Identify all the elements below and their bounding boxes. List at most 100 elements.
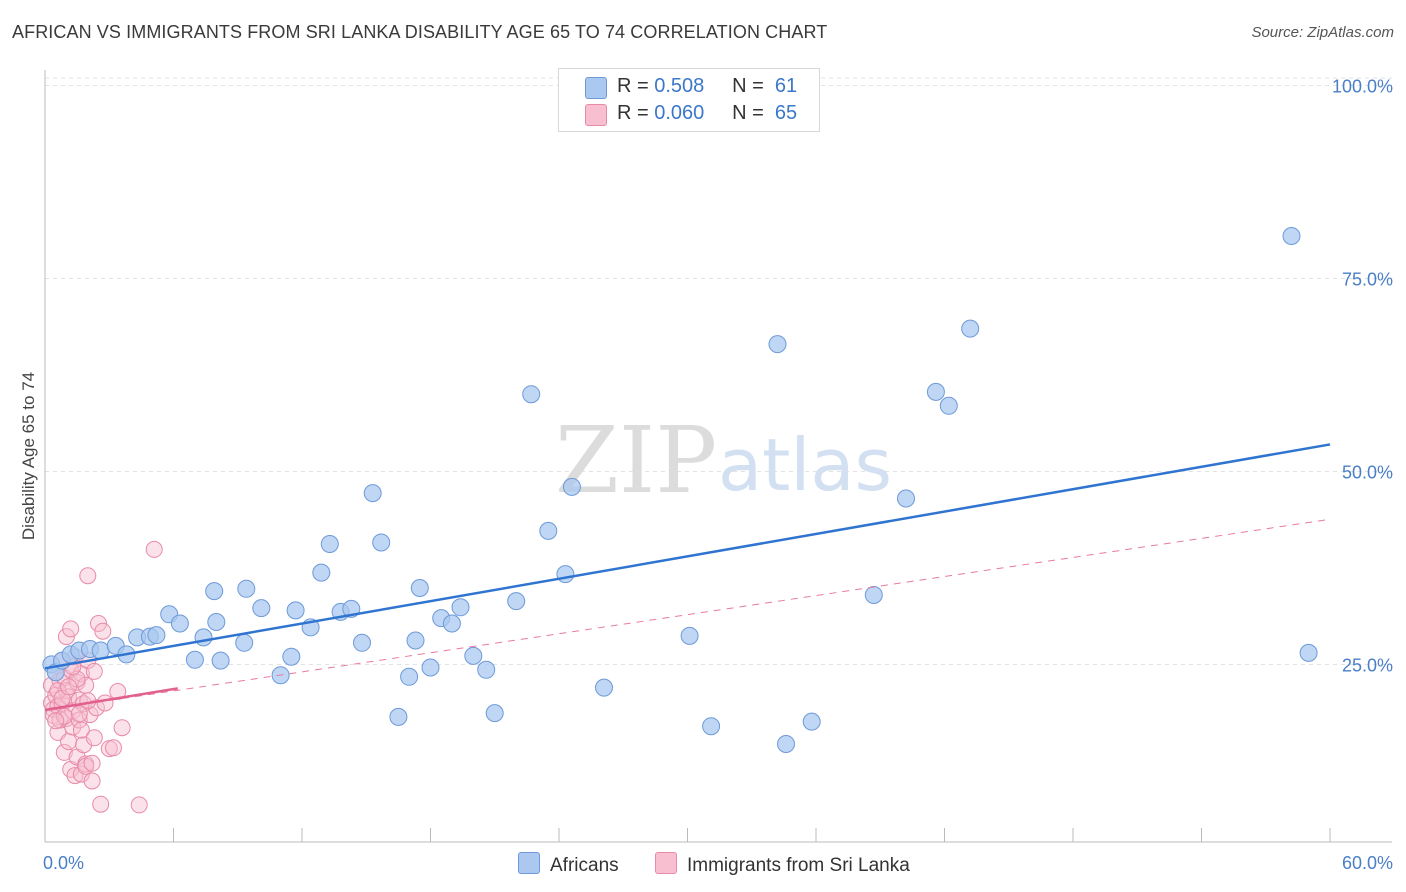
y-axis-label: Disability Age 65 to 74 xyxy=(19,372,38,540)
africans-point xyxy=(410,579,429,597)
source-label: Source: ZipAtlas.com xyxy=(1251,24,1394,41)
legend-r-label: R = xyxy=(617,75,649,97)
africans-point xyxy=(562,477,581,496)
sri-lanka-point xyxy=(47,712,65,730)
sri-lanka-trend-line-extended xyxy=(44,518,1331,711)
watermark-zip: ZIP xyxy=(555,407,717,514)
africans-point xyxy=(400,667,419,686)
africans-point xyxy=(312,563,331,582)
sri-lanka-point xyxy=(83,772,101,790)
africans-point xyxy=(802,712,821,731)
africans-point xyxy=(353,633,371,652)
africans-point xyxy=(282,647,301,666)
legend-n-value-sri-lanka: 65 xyxy=(774,102,798,124)
sri-lanka-point xyxy=(72,721,90,739)
sri-lanka-point xyxy=(90,615,107,632)
legend-r-value-sri-lanka: 0.060 xyxy=(654,102,705,124)
sri-lanka-points xyxy=(42,540,163,814)
y-tick-label: 100.0% xyxy=(1332,76,1393,96)
africans-point xyxy=(485,704,504,723)
sri-lanka-point xyxy=(92,795,110,813)
sri-lanka-point xyxy=(145,540,163,558)
sri-lanka-point xyxy=(75,736,93,754)
africans-point xyxy=(147,626,166,645)
x-tick-label-max: 60.0% xyxy=(1342,853,1393,873)
watermark-atlas: atlas xyxy=(718,423,892,507)
africans-point xyxy=(211,651,230,670)
trend-lines xyxy=(44,443,1331,712)
africans-point xyxy=(372,533,391,552)
africans-point xyxy=(185,650,204,669)
africans-point xyxy=(170,614,189,633)
africans-point xyxy=(539,521,558,540)
africans-point xyxy=(768,335,787,354)
africans-point xyxy=(897,489,915,508)
africans-point xyxy=(237,579,256,598)
x-tick-label-min: 0.0% xyxy=(43,853,84,873)
legend-n-label: N = xyxy=(732,75,764,97)
legend-n-value-africans: 61 xyxy=(774,75,798,97)
africans-points xyxy=(42,227,1318,753)
africans-point xyxy=(507,592,526,611)
sri-lanka-point xyxy=(60,678,78,696)
sri-lanka-point xyxy=(55,707,73,725)
bottom-legend-swatch-africans xyxy=(518,852,540,874)
grid-lines xyxy=(45,77,1392,665)
watermark: ZIP atlas xyxy=(555,407,892,514)
africans-point xyxy=(451,598,470,617)
sri-lanka-point xyxy=(83,754,101,772)
africans-point xyxy=(207,613,226,631)
sri-lanka-trend-line xyxy=(44,687,178,712)
africans-point xyxy=(556,565,575,584)
africans-point xyxy=(926,382,945,401)
africans-point xyxy=(777,735,795,753)
africans-point xyxy=(406,631,425,650)
africans-point xyxy=(1299,643,1318,662)
africans-point xyxy=(864,586,883,604)
sri-lanka-point xyxy=(79,567,97,585)
sri-lanka-point xyxy=(62,620,80,638)
africans-point xyxy=(1282,227,1301,245)
africans-trend-line xyxy=(44,443,1331,670)
africans-point xyxy=(961,319,980,338)
sri-lanka-point xyxy=(66,767,84,785)
legend-swatch-sri-lanka xyxy=(585,104,607,126)
legend-r-value-africans: 0.508 xyxy=(654,75,705,97)
africans-point xyxy=(939,396,958,415)
bottom-legend-label-africans: Africans xyxy=(550,855,619,876)
africans-point xyxy=(702,717,721,736)
africans-point xyxy=(595,678,613,697)
africans-point xyxy=(680,626,699,645)
y-tick-label: 25.0% xyxy=(1342,655,1393,675)
africans-point xyxy=(363,484,382,503)
africans-point xyxy=(477,660,496,679)
sri-lanka-point xyxy=(49,682,67,700)
sri-lanka-point xyxy=(72,765,90,783)
sri-lanka-point xyxy=(85,662,103,680)
tick-labels: 25.0% 50.0% 75.0% 100.0% 0.0% 60.0% xyxy=(43,76,1393,873)
sri-lanka-point xyxy=(105,739,122,757)
sri-lanka-point xyxy=(87,699,105,717)
sri-lanka-point xyxy=(94,622,112,640)
sri-lanka-point xyxy=(109,683,127,700)
sri-lanka-point xyxy=(96,694,114,712)
bottom-legend-africans: Africans xyxy=(518,852,619,877)
sri-lanka-point xyxy=(130,796,148,814)
sri-lanka-point xyxy=(113,719,131,737)
bottom-legend-sri-lanka: Immigrants from Sri Lanka xyxy=(655,852,910,877)
africans-point xyxy=(464,646,483,665)
sri-lanka-point xyxy=(60,733,78,751)
legend-r-label: R = xyxy=(617,102,649,124)
sri-lanka-point xyxy=(57,628,75,646)
africans-point xyxy=(235,633,254,652)
legend-swatch-africans xyxy=(585,77,607,99)
y-tick-label: 50.0% xyxy=(1342,462,1393,482)
africans-point xyxy=(205,582,224,601)
bottom-legend-label-sri-lanka: Immigrants from Sri Lanka xyxy=(687,855,910,876)
y-tick-label: 75.0% xyxy=(1342,269,1393,289)
sri-lanka-point xyxy=(55,743,73,761)
legend-n-label: N = xyxy=(732,102,764,124)
africans-point xyxy=(421,658,440,677)
africans-point xyxy=(252,599,271,618)
